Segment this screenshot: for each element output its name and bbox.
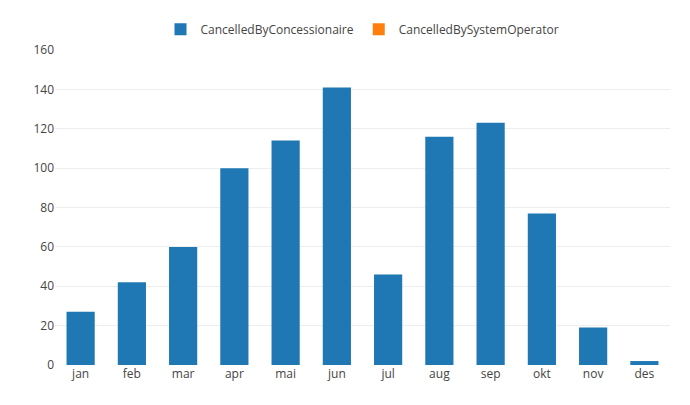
- svg-text:sep: sep: [481, 365, 501, 382]
- svg-text:apr: apr: [225, 365, 244, 382]
- svg-text:40: 40: [40, 277, 54, 294]
- svg-text:100: 100: [33, 159, 54, 176]
- svg-text:mar: mar: [172, 365, 195, 382]
- svg-text:CancelledByConcessionaire: CancelledByConcessionaire: [201, 21, 354, 38]
- svg-text:mai: mai: [275, 365, 296, 382]
- svg-text:aug: aug: [429, 365, 450, 382]
- svg-text:0: 0: [47, 356, 54, 373]
- svg-text:jun: jun: [327, 365, 346, 382]
- svg-text:120: 120: [33, 120, 54, 137]
- svg-text:okt: okt: [533, 365, 551, 382]
- svg-text:jan: jan: [71, 365, 89, 382]
- svg-text:des: des: [634, 365, 654, 382]
- svg-text:140: 140: [33, 81, 54, 98]
- svg-text:60: 60: [40, 238, 54, 255]
- svg-text:jul: jul: [380, 365, 394, 382]
- svg-text:80: 80: [40, 199, 54, 216]
- svg-text:nov: nov: [583, 365, 604, 382]
- svg-text:feb: feb: [123, 365, 141, 382]
- svg-text:160: 160: [33, 41, 54, 58]
- svg-text:20: 20: [40, 317, 54, 334]
- svg-text:CancelledBySystemOperator: CancelledBySystemOperator: [399, 21, 559, 38]
